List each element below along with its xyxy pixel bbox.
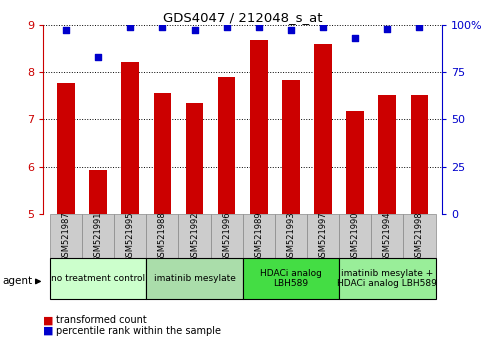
Bar [250, 40, 268, 214]
Text: no treatment control: no treatment control [51, 274, 145, 283]
Text: GSM521998: GSM521998 [415, 211, 424, 262]
Bar [371, 214, 403, 258]
Bar [242, 258, 339, 299]
Bar [403, 214, 436, 258]
Text: transformed count: transformed count [56, 315, 146, 325]
Bar [146, 214, 178, 258]
Text: GSM521993: GSM521993 [286, 211, 296, 262]
Bar [339, 258, 436, 299]
Bar [275, 214, 307, 258]
Point [255, 24, 263, 29]
Point [287, 28, 295, 33]
Bar [185, 103, 203, 214]
Bar [50, 258, 146, 299]
Bar [154, 93, 171, 214]
Bar [57, 82, 75, 214]
Bar [218, 77, 236, 214]
Text: GSM521991: GSM521991 [94, 211, 102, 262]
Text: GSM521994: GSM521994 [383, 211, 392, 262]
Bar [282, 80, 300, 214]
Point [319, 24, 327, 29]
Bar [242, 214, 275, 258]
Bar [307, 214, 339, 258]
Text: imatinib mesylate +
HDACi analog LBH589: imatinib mesylate + HDACi analog LBH589 [338, 269, 437, 289]
Text: GSM521997: GSM521997 [319, 211, 327, 262]
Point [384, 26, 391, 32]
Bar [82, 214, 114, 258]
Bar [411, 95, 428, 214]
Text: imatinib mesylate: imatinib mesylate [154, 274, 235, 283]
Point [62, 28, 70, 33]
Bar [114, 214, 146, 258]
Text: agent: agent [2, 276, 32, 286]
Text: GSM521987: GSM521987 [61, 211, 71, 262]
Point [127, 24, 134, 29]
Bar [339, 214, 371, 258]
Text: GSM521996: GSM521996 [222, 211, 231, 262]
Bar [89, 170, 107, 214]
Bar [379, 95, 396, 214]
Text: HDACi analog
LBH589: HDACi analog LBH589 [260, 269, 322, 289]
Bar [211, 214, 242, 258]
Point [191, 28, 199, 33]
Text: ■: ■ [43, 326, 54, 336]
Point [94, 54, 102, 60]
Bar [346, 111, 364, 214]
Text: GSM521989: GSM521989 [254, 211, 263, 262]
Bar [121, 62, 139, 214]
Text: GSM521995: GSM521995 [126, 211, 135, 262]
Bar [146, 258, 243, 299]
Bar [50, 214, 82, 258]
Title: GDS4047 / 212048_s_at: GDS4047 / 212048_s_at [163, 11, 323, 24]
Text: ■: ■ [43, 315, 54, 325]
Bar [314, 44, 332, 214]
Text: GSM521990: GSM521990 [351, 211, 360, 262]
Point [158, 24, 166, 29]
Text: GSM521988: GSM521988 [158, 211, 167, 262]
Point [223, 24, 230, 29]
Point [415, 24, 423, 29]
Text: GSM521992: GSM521992 [190, 211, 199, 262]
Bar [178, 214, 211, 258]
Point [351, 35, 359, 41]
Text: percentile rank within the sample: percentile rank within the sample [56, 326, 221, 336]
